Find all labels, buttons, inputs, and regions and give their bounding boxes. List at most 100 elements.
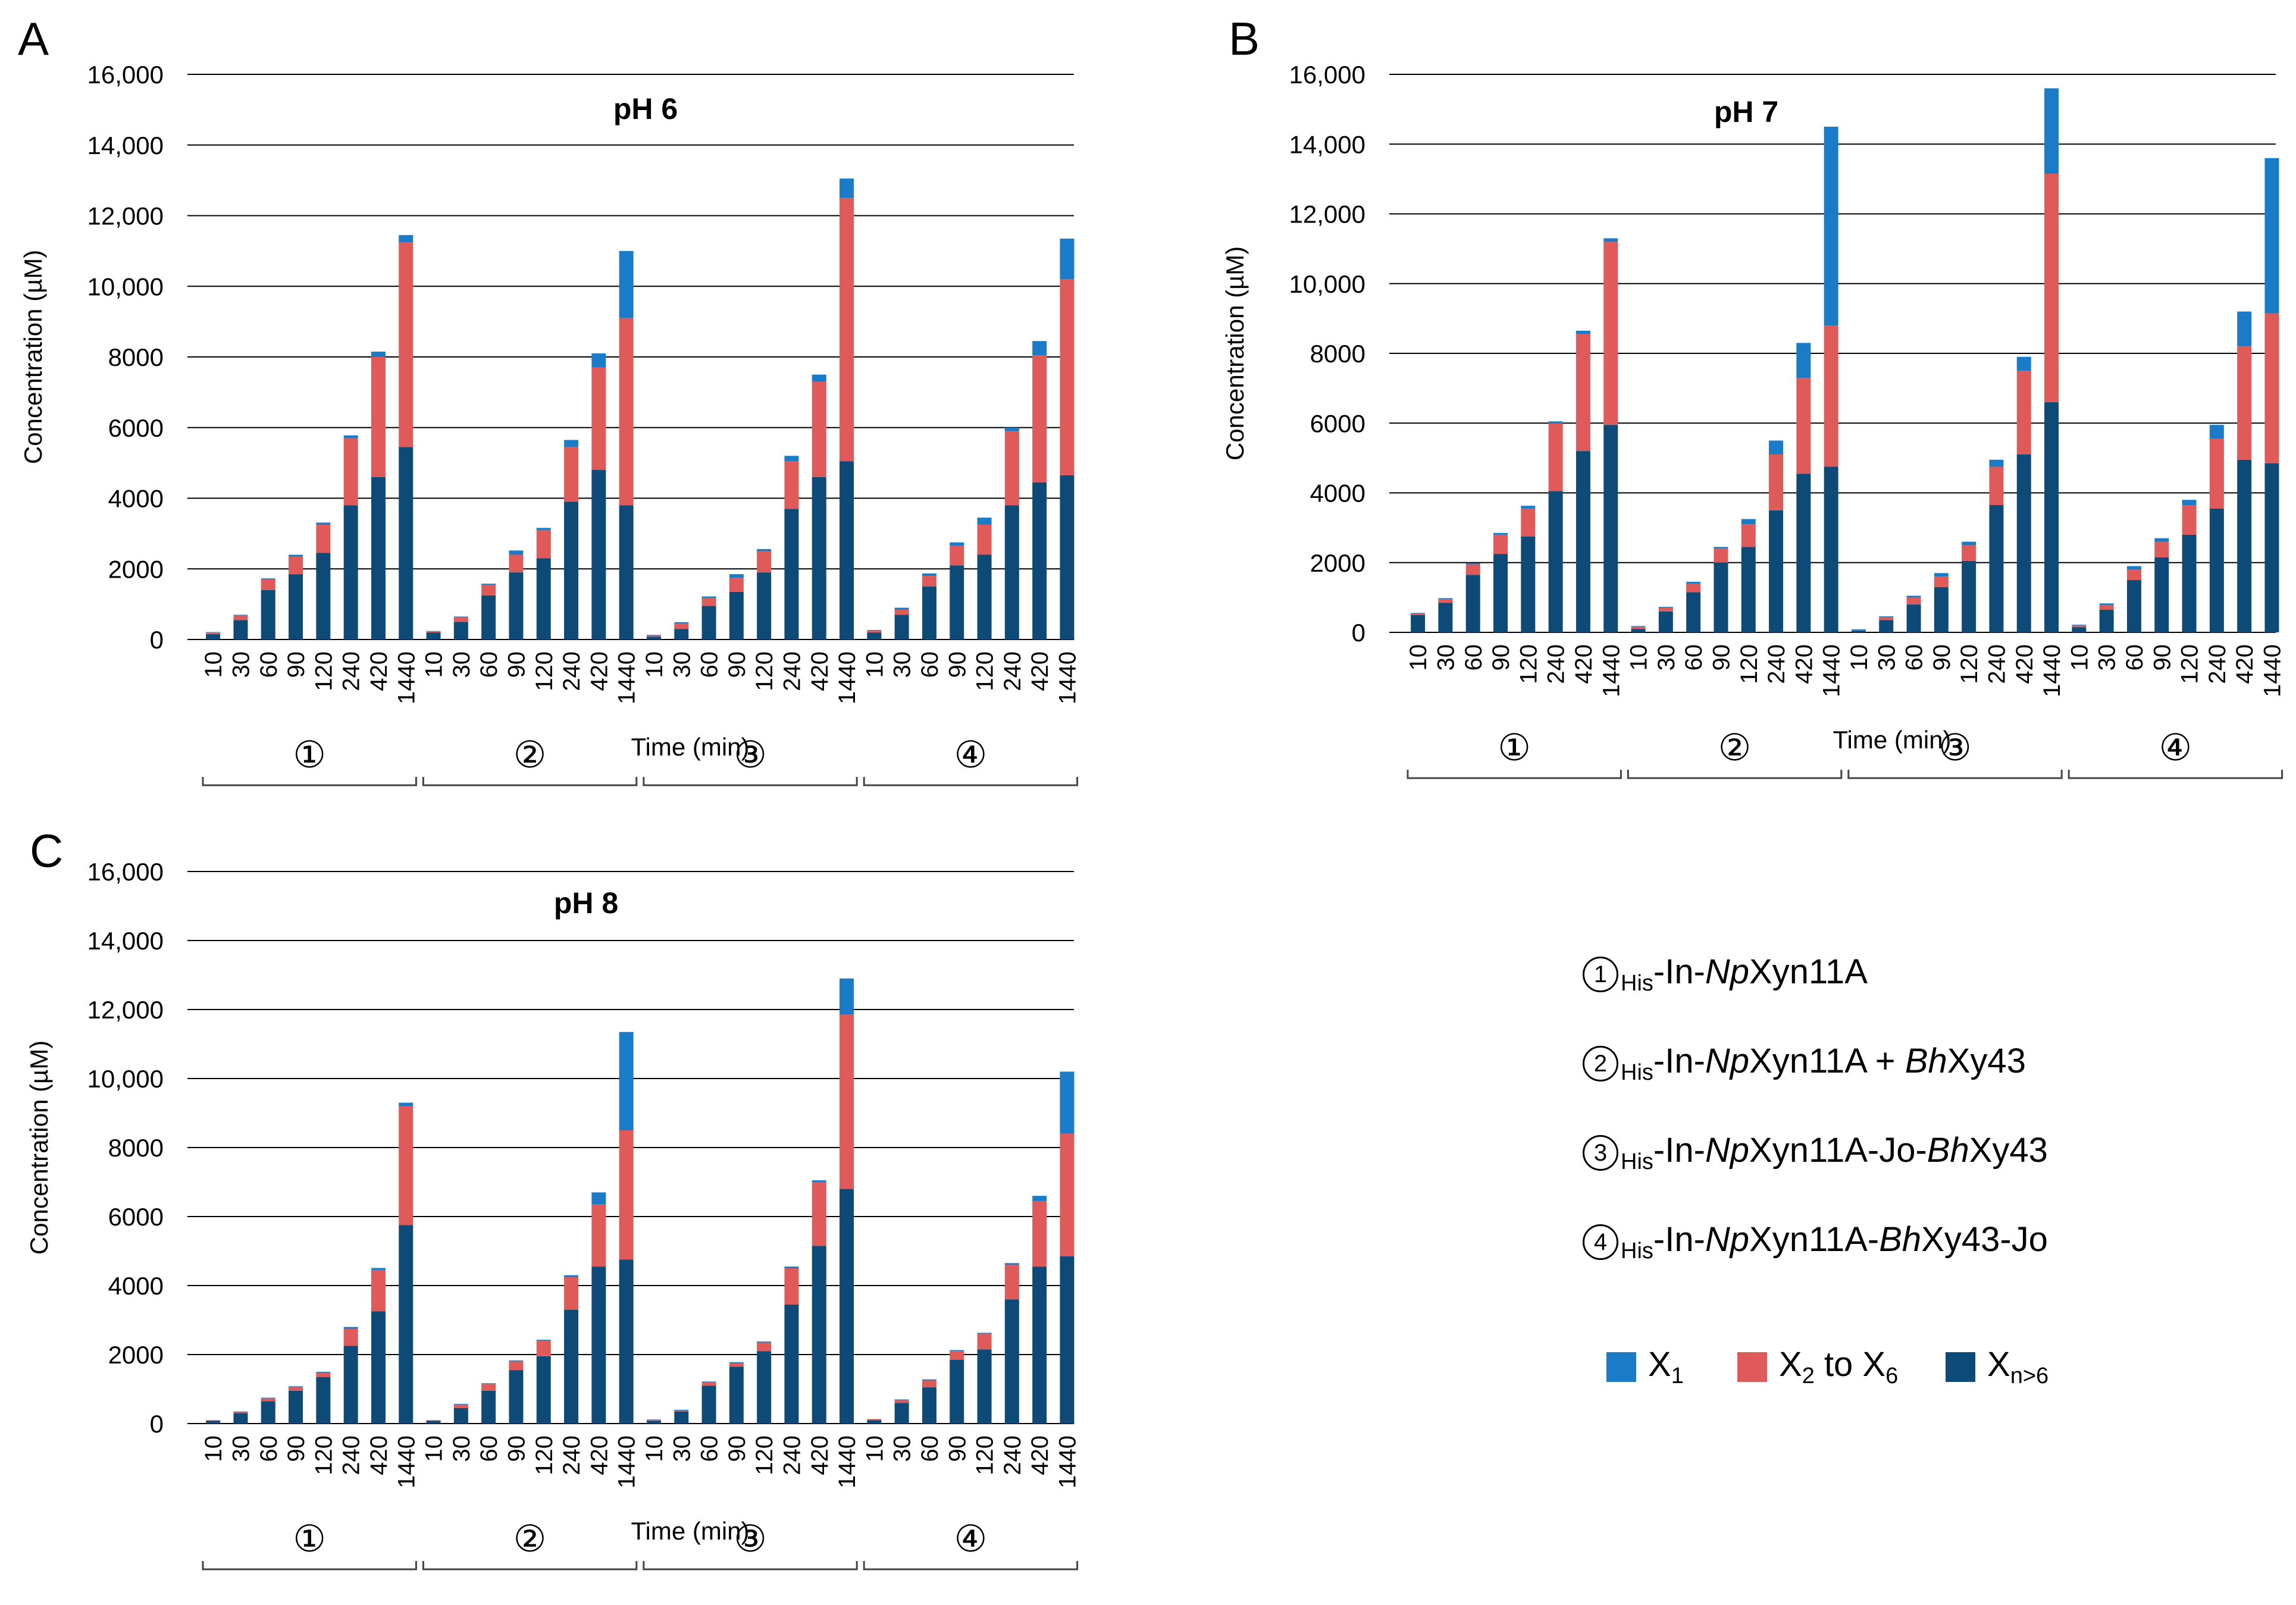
bar-b-g3-t10-s2 xyxy=(1851,629,1866,630)
bar-c-g4-t420-s2 xyxy=(1032,1196,1047,1201)
bar-b-g2-t420-s2 xyxy=(1796,343,1811,378)
panel-label-c: C xyxy=(30,825,64,877)
bar-c-g1-t240-s2 xyxy=(343,1327,358,1329)
xtick-label-c-g4-5: 240 xyxy=(1000,1435,1026,1475)
group-label-b-1: ① xyxy=(1498,726,1531,769)
bar-c-g2-t1440-s2 xyxy=(619,1032,634,1130)
group-label-a-4: ④ xyxy=(954,733,988,776)
bar-c-g1-t1440-s2 xyxy=(399,1102,414,1106)
bar-c-g4-t1440-s1 xyxy=(1060,1133,1075,1256)
bar-c-g3-t90-s2 xyxy=(729,1362,744,1363)
bar-a-g1-t120-s0 xyxy=(316,553,331,640)
legend-series-xn6: Xn>6 xyxy=(1946,1344,2048,1389)
bar-a-g1-t10-s2 xyxy=(206,632,221,633)
legend-pre-2: -In- xyxy=(1653,1042,1705,1080)
legend-num-3: 3 xyxy=(1583,1134,1618,1171)
ytick-label-c-6: 12,000 xyxy=(87,996,164,1024)
bar-b-g1-t420-s2 xyxy=(1575,330,1590,334)
xtick-label-b-g1-3: 90 xyxy=(1488,644,1514,671)
xtick-label-c-g1-1: 30 xyxy=(228,1435,254,1462)
bar-a-g3-t240-s2 xyxy=(784,456,799,462)
xtick-label-a-g3-4: 120 xyxy=(751,651,778,691)
bar-a-g2-t240-s2 xyxy=(564,440,579,447)
bar-c-g3-t30-s1 xyxy=(674,1410,689,1412)
bar-a-g4-t1440-s0 xyxy=(1060,475,1075,640)
bar-b-g2-t120-s1 xyxy=(1741,524,1756,547)
bar-b-g1-t120-s1 xyxy=(1521,508,1536,537)
bar-a-g3-t90-s1 xyxy=(729,578,744,592)
xtick-label-a-g1-0: 10 xyxy=(201,651,227,678)
xtick-label-c-g1-5: 240 xyxy=(339,1435,365,1475)
legend-series-x1: X1 xyxy=(1606,1344,1684,1389)
bar-a-g4-t240-s1 xyxy=(1004,431,1019,506)
bar-c-g4-t30-s0 xyxy=(894,1403,909,1424)
group-label-b-2: ② xyxy=(1718,726,1752,769)
ytick-label-a-3: 6000 xyxy=(108,414,164,442)
bar-b-g3-t420-s0 xyxy=(2016,454,2031,632)
bar-b-g2-t1440-s1 xyxy=(1824,325,1838,467)
ytick-label-a-1: 2000 xyxy=(108,555,164,583)
bar-c-g1-t60-s2 xyxy=(261,1397,275,1399)
bar-b-g4-t120-s2 xyxy=(2182,500,2197,506)
bar-b-g3-t90-s2 xyxy=(1934,573,1949,577)
bar-a-g1-t60-s0 xyxy=(261,590,275,640)
bar-a-g3-t10-s0 xyxy=(646,637,661,640)
ytick-label-a-5: 10,000 xyxy=(87,272,164,300)
bar-b-g4-t60-s1 xyxy=(2126,569,2141,581)
group-label-c-1: ① xyxy=(293,1517,326,1560)
bar-b-g3-t420-s2 xyxy=(2016,356,2031,371)
legend-swatch-xn6 xyxy=(1946,1352,1975,1382)
legend-it1-3: Np xyxy=(1705,1131,1750,1170)
bar-a-g1-t420-s2 xyxy=(371,352,386,357)
ytick-label-c-2: 4000 xyxy=(108,1272,164,1300)
legend-num-2: 2 xyxy=(1583,1045,1618,1082)
bar-b-g3-t240-s2 xyxy=(1989,459,2004,467)
bar-c-g1-t60-s1 xyxy=(261,1398,275,1402)
group-bracket-a-4 xyxy=(863,777,1079,786)
bar-b-g3-t120-s0 xyxy=(1962,560,1976,632)
bar-c-g2-t1440-s1 xyxy=(619,1130,634,1260)
bar-c-g4-t120-s2 xyxy=(977,1333,992,1334)
ytick-label-b-4: 8000 xyxy=(1310,340,1365,368)
ytick-label-b-6: 12,000 xyxy=(1289,200,1365,228)
bar-a-g1-t120-s1 xyxy=(316,525,331,553)
ytick-label-b-5: 10,000 xyxy=(1289,270,1365,298)
bar-a-g4-t90-s0 xyxy=(950,565,964,640)
bar-c-g2-t90-s2 xyxy=(509,1360,524,1362)
xtick-label-b-g4-4: 120 xyxy=(2177,644,2203,684)
bar-c-g4-t240-s1 xyxy=(1004,1265,1019,1300)
legend-pre-1: -In- xyxy=(1653,952,1705,991)
xtick-label-a-g1-4: 120 xyxy=(311,651,337,691)
bar-b-g1-t30-s1 xyxy=(1438,599,1453,603)
ytick-label-b-1: 2000 xyxy=(1310,549,1365,577)
legend-his-3: His xyxy=(1621,1149,1653,1174)
bar-a-g2-t30-s2 xyxy=(453,616,468,617)
xtick-label-c-g2-0: 10 xyxy=(421,1435,447,1462)
xtick-label-b-g3-1: 30 xyxy=(1874,644,1900,671)
bar-a-g4-t240-s2 xyxy=(1004,427,1019,431)
bar-b-g3-t240-s0 xyxy=(1989,505,2004,632)
xtick-label-a-g4-0: 10 xyxy=(862,651,888,678)
xtick-label-c-g4-6: 420 xyxy=(1027,1435,1053,1475)
group-bracket-c-4 xyxy=(863,1561,1079,1570)
bar-a-g2-t1440-s1 xyxy=(619,318,634,506)
bar-a-g4-t90-s2 xyxy=(950,542,964,546)
bar-a-g3-t120-s1 xyxy=(757,551,772,573)
ytick-label-a-8: 16,000 xyxy=(87,61,164,89)
legend-it1-2: Np xyxy=(1705,1042,1750,1080)
xtick-label-c-g4-2: 60 xyxy=(917,1435,943,1462)
xtick-label-a-g2-7: 1440 xyxy=(614,651,640,704)
bar-b-g1-t240-s2 xyxy=(1548,421,1563,424)
xtick-label-c-g2-4: 120 xyxy=(531,1435,557,1475)
bar-c-g4-t420-s0 xyxy=(1032,1267,1047,1424)
bar-a-g3-t1440-s2 xyxy=(840,178,854,198)
bar-a-g4-t60-s1 xyxy=(922,576,936,587)
xtick-label-c-g1-4: 120 xyxy=(311,1435,337,1475)
bar-a-g3-t90-s0 xyxy=(729,591,744,640)
xtick-label-c-g4-1: 30 xyxy=(889,1435,916,1462)
group-bracket-b-4 xyxy=(2068,770,2284,779)
bar-b-g3-t30-s1 xyxy=(1879,617,1894,620)
bar-b-g2-t30-s2 xyxy=(1658,607,1673,608)
xtick-label-a-g2-6: 420 xyxy=(586,651,612,691)
group-label-a-2: ② xyxy=(513,733,547,776)
